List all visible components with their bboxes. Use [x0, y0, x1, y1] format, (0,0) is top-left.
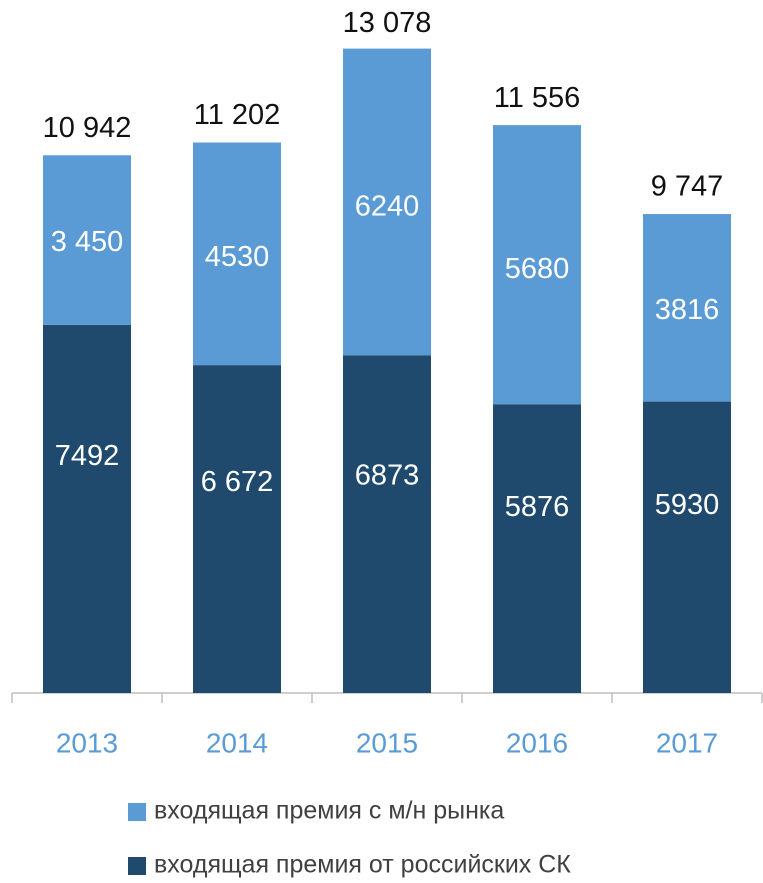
total-label: 9 747: [651, 171, 724, 203]
x-tick-label: 2017: [656, 727, 718, 758]
data-label: 3 450: [51, 226, 124, 258]
bar-segment: [343, 48, 431, 356]
data-label: 4530: [205, 241, 270, 273]
total-label: 10 942: [43, 112, 132, 144]
legend-label: входящая премия от российских СК: [154, 851, 571, 879]
x-tick-label: 2013: [56, 727, 118, 758]
data-label: 5680: [505, 253, 570, 285]
legend-swatch: [128, 803, 146, 821]
bar-segment: [643, 214, 731, 402]
total-label: 13 078: [343, 7, 432, 39]
total-label: 11 202: [194, 99, 281, 131]
x-tick-label: 2016: [506, 727, 568, 758]
bar-segment: [343, 355, 431, 693]
bar-segment: [643, 401, 731, 693]
data-label: 6 672: [201, 466, 274, 498]
bar-segment: [43, 324, 131, 693]
data-label: 3816: [655, 294, 720, 326]
x-tick-label: 2015: [356, 727, 418, 758]
bar-segment: [493, 125, 581, 405]
legend-label: входящая премия с м/н рынка: [154, 797, 504, 825]
data-label: 5930: [655, 489, 720, 521]
data-label: 7492: [55, 440, 120, 472]
legend-swatch: [128, 857, 146, 875]
bar-segment: [193, 142, 281, 366]
bar-segment: [493, 404, 581, 693]
x-tick-label: 2014: [206, 727, 268, 758]
bar-segment: [43, 155, 131, 325]
total-label: 11 556: [494, 82, 581, 114]
data-label: 5876: [505, 491, 570, 523]
data-label: 6240: [355, 191, 420, 223]
data-label: 6873: [355, 459, 420, 491]
bar-segment: [193, 365, 281, 693]
